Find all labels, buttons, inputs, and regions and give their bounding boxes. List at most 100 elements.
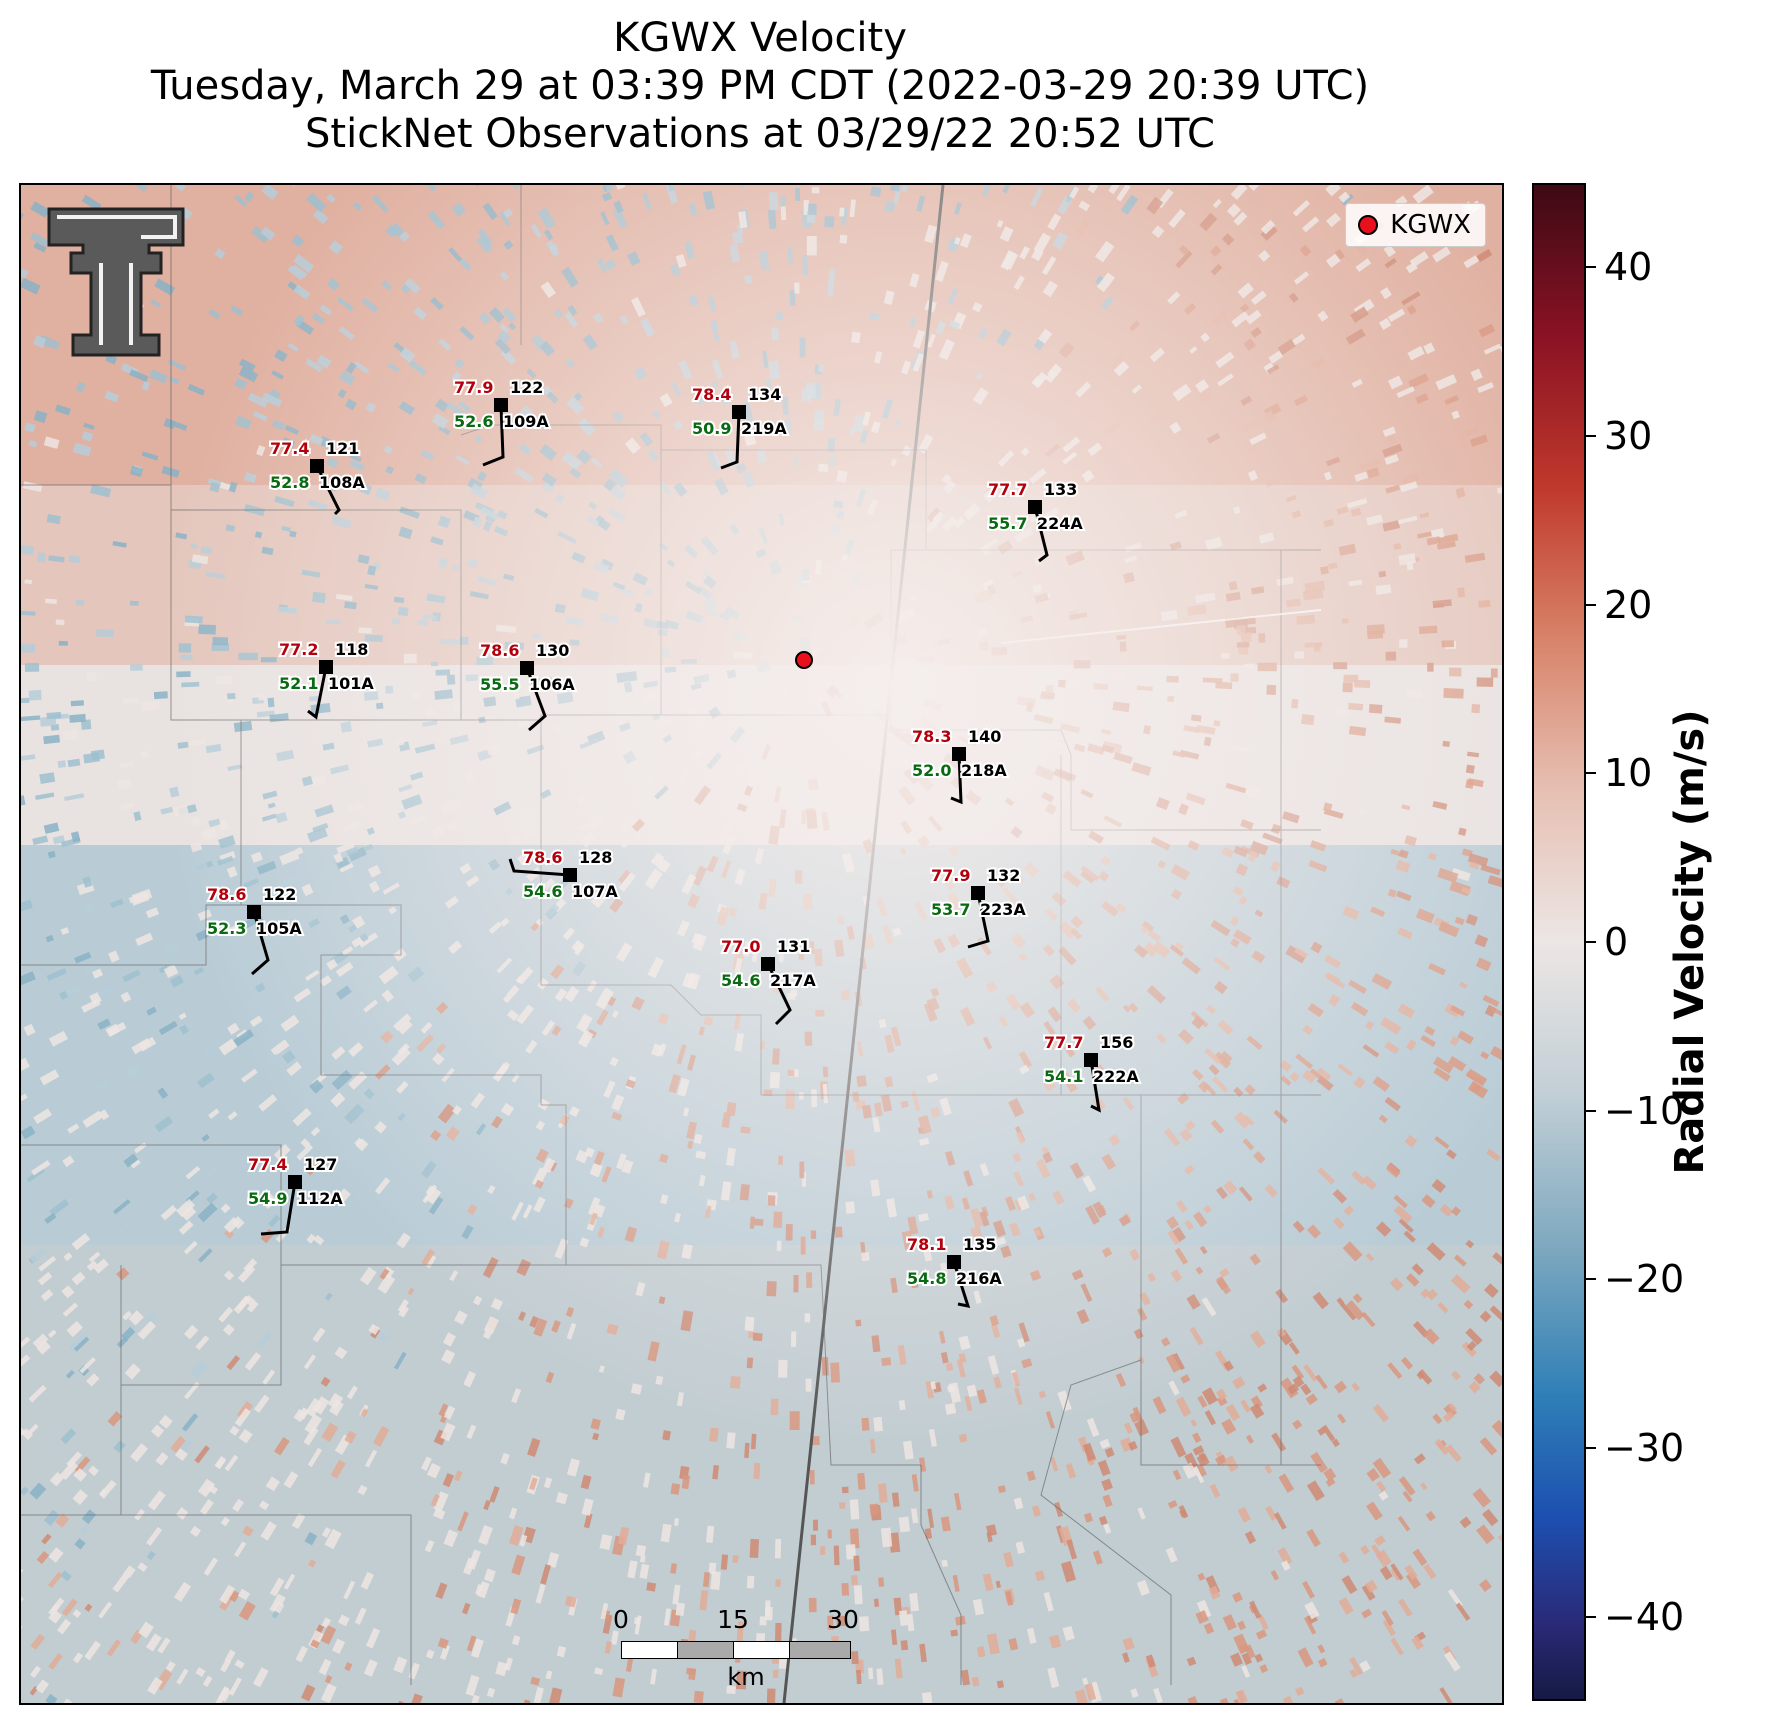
station-id-217A: 217A: [770, 971, 816, 990]
station-id-107A: 107A: [572, 882, 618, 901]
station-id-101A: 101A: [328, 674, 374, 693]
dewpoint-105A: 52.3: [207, 919, 246, 938]
station-id-112A: 112A: [297, 1189, 343, 1208]
station-marker-223A: [971, 886, 985, 900]
wind-direction-218A: 140: [968, 727, 1001, 746]
station-marker-222A: [1084, 1053, 1098, 1067]
dewpoint-224A: 55.7: [988, 514, 1027, 533]
wind-barb-216A: [952, 1261, 971, 1308]
wind-barb-107A: [508, 858, 571, 877]
colorbar-tick: [1586, 1615, 1596, 1618]
wind-barb-112A: [260, 1181, 297, 1236]
scale-unit: km: [727, 1663, 765, 1691]
texas-tech-logo: [47, 207, 185, 357]
station-marker-224A: [1028, 500, 1042, 514]
temperature-107A: 78.6: [523, 848, 562, 867]
station-219A[interactable]: 78.4 134 50.9 219A: [690, 383, 789, 470]
radar-velocity-field: 77.2 118 52.1 101A 78.6 130 55.5 106A 77.4 121 52.…: [21, 185, 1502, 1703]
station-101A[interactable]: 77.2 118 52.1 101A: [277, 638, 376, 720]
scale-label-30: 30: [827, 1605, 859, 1634]
wind-barb-222A: [1089, 1059, 1101, 1113]
colorbar-tick: [1586, 1278, 1596, 1281]
colorbar-tick: [1586, 772, 1596, 775]
station-105A[interactable]: 78.6 122 52.3 105A: [205, 883, 304, 976]
station-marker-218A: [952, 747, 966, 761]
kgwx-radar-marker: [795, 651, 813, 669]
scale-label-0: 0: [613, 1605, 629, 1634]
station-marker-105A: [247, 905, 261, 919]
station-112A[interactable]: 77.4 127 54.9 112A: [246, 1153, 345, 1236]
station-217A[interactable]: 77.0 131 54.6 217A: [719, 935, 818, 1026]
temperature-105A: 78.6: [207, 885, 246, 904]
dewpoint-219A: 50.9: [692, 419, 731, 438]
temperature-218A: 78.3: [912, 727, 951, 746]
temperature-216A: 78.1: [907, 1235, 946, 1254]
colorbar-tick: [1586, 435, 1596, 437]
wind-direction-112A: 127: [304, 1155, 337, 1174]
wind-direction-223A: 132: [987, 866, 1020, 885]
station-marker-109A: [494, 398, 508, 412]
colorbar: [1532, 183, 1586, 1701]
station-106A[interactable]: 78.6 130 55.5 106A: [478, 639, 577, 732]
temperature-222A: 77.7: [1044, 1033, 1083, 1052]
station-id-106A: 106A: [529, 675, 575, 694]
scale-bar: 0 15 30 km: [613, 1605, 921, 1691]
dewpoint-112A: 54.9: [248, 1189, 287, 1208]
radar-map[interactable]: 77.2 118 52.1 101A 78.6 130 55.5 106A 77.4 121 52.…: [19, 183, 1504, 1705]
dewpoint-106A: 55.5: [480, 675, 519, 694]
wind-direction-216A: 135: [963, 1235, 996, 1254]
colorbar-tick-label: −20: [1604, 1257, 1685, 1302]
colorbar-tick-label: −30: [1604, 1426, 1685, 1470]
colorbar-tick-label: 10: [1604, 751, 1653, 796]
colorbar-tick: [1586, 603, 1596, 606]
colorbar-tick: [1586, 1109, 1596, 1112]
station-109A[interactable]: 77.9 122 52.6 109A: [452, 376, 551, 467]
colorbar-tick: [1586, 1447, 1596, 1449]
temperature-108A: 77.4: [270, 439, 309, 458]
wind-barb-218A: [950, 753, 963, 805]
station-223A[interactable]: 77.9 132 53.7 223A: [929, 864, 1028, 949]
wind-direction-224A: 133: [1044, 480, 1077, 499]
dewpoint-222A: 54.1: [1044, 1067, 1083, 1086]
station-marker-219A: [732, 405, 746, 419]
station-107A[interactable]: 78.6 128 54.6 107A: [508, 846, 620, 903]
station-108A[interactable]: 77.4 121 52.8 108A: [268, 437, 367, 516]
station-id-218A: 218A: [961, 761, 1007, 780]
temperature-101A: 77.2: [279, 640, 318, 659]
dewpoint-109A: 52.6: [454, 412, 493, 431]
colorbar-tick-label: −10: [1604, 1088, 1685, 1133]
station-id-216A: 216A: [956, 1269, 1002, 1288]
colorbar-label: Radial Velocity (m/s): [1667, 709, 1713, 1175]
station-marker-217A: [761, 957, 775, 971]
wind-barb-219A: [720, 411, 741, 470]
title-line-2: Tuesday, March 29 at 03:39 PM CDT (2022-…: [150, 63, 1370, 109]
title-line-3: StickNet Observations at 03/29/22 20:52 …: [305, 111, 1215, 157]
dewpoint-107A: 54.6: [523, 882, 562, 901]
temperature-224A: 77.7: [988, 480, 1027, 499]
temperature-109A: 77.9: [454, 378, 493, 397]
station-218A[interactable]: 78.3 140 52.0 218A: [910, 725, 1009, 805]
wind-barb-101A: [307, 666, 328, 720]
dewpoint-217A: 54.6: [721, 971, 760, 990]
map-legend: KGWX: [1345, 203, 1486, 247]
dewpoint-216A: 54.8: [907, 1269, 946, 1288]
wind-direction-106A: 130: [536, 641, 569, 660]
colorbar-tick-label: 20: [1604, 582, 1653, 627]
dewpoint-223A: 53.7: [931, 900, 970, 919]
wind-direction-217A: 131: [777, 937, 810, 956]
wind-direction-101A: 118: [335, 640, 368, 659]
wind-barb-106A: [525, 667, 547, 732]
scale-label-15: 15: [717, 1605, 749, 1634]
station-marker-108A: [310, 459, 324, 473]
station-marker-101A: [319, 660, 333, 674]
station-marker-216A: [947, 1255, 961, 1269]
station-216A[interactable]: 78.1 135 54.8 216A: [905, 1233, 1004, 1308]
station-224A[interactable]: 77.7 133 55.7 224A: [986, 478, 1085, 563]
station-marker-107A: [563, 868, 577, 882]
dewpoint-218A: 52.0: [912, 761, 951, 780]
title-line-1: KGWX Velocity: [613, 15, 907, 61]
wind-barb-109A: [482, 404, 505, 467]
dewpoint-101A: 52.1: [279, 674, 318, 693]
colorbar-tick-label: 0: [1604, 920, 1629, 964]
station-222A[interactable]: 77.7 156 54.1 222A: [1042, 1031, 1141, 1113]
